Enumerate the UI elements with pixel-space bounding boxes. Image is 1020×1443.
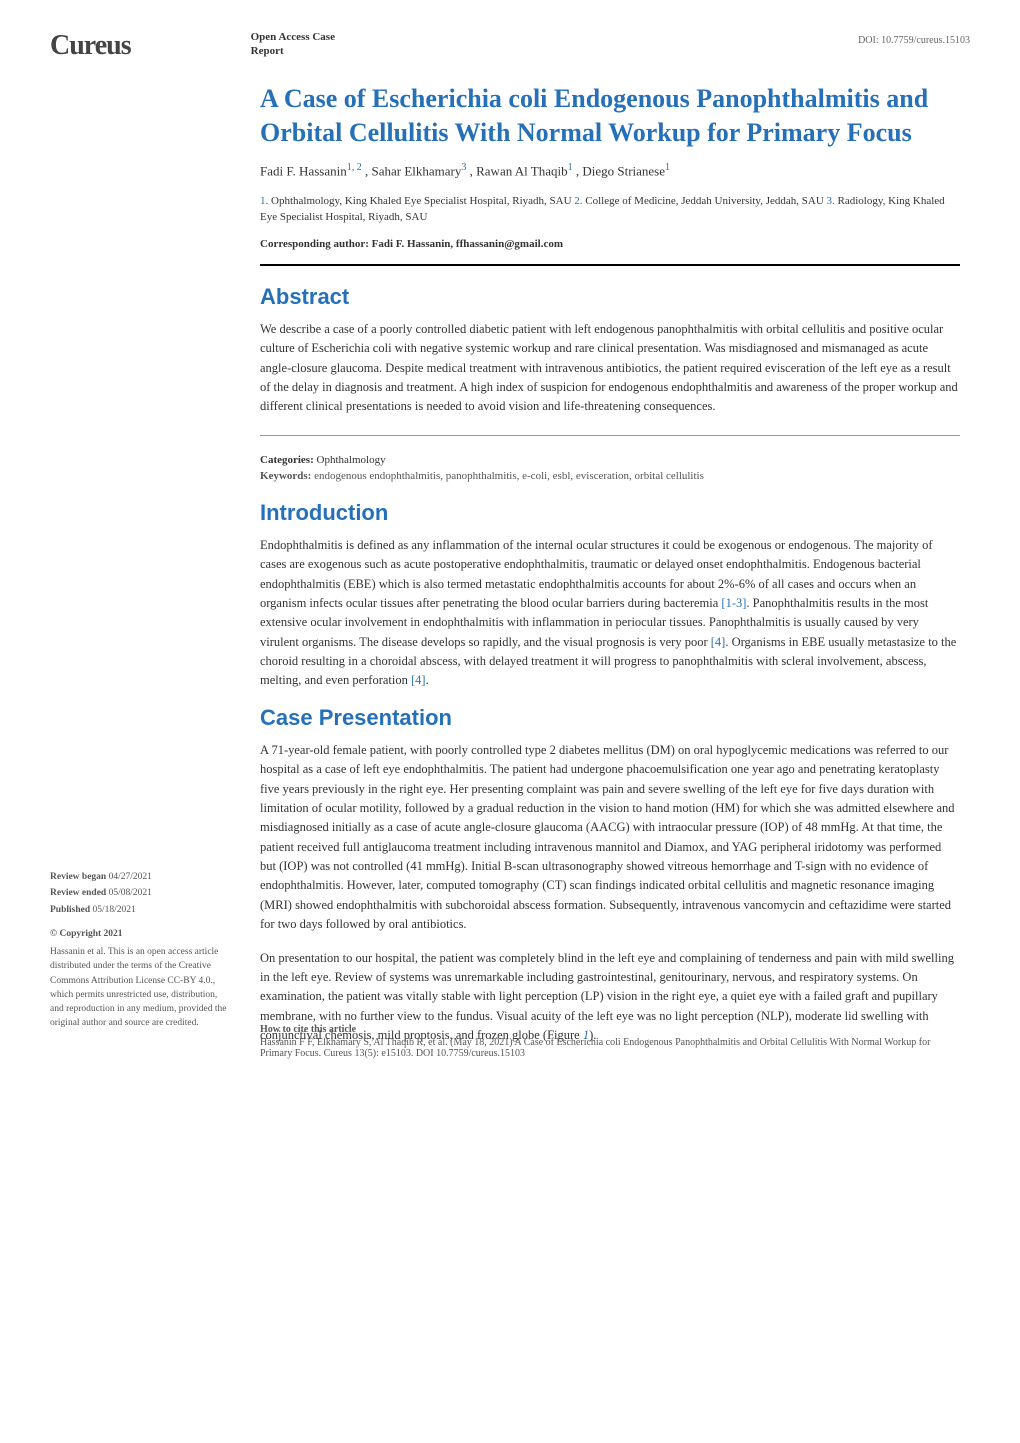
report-type-label: Open Access Case Report <box>251 30 335 59</box>
copyright-heading: © Copyright 2021 <box>50 927 230 941</box>
case-paragraph-1: A 71-year-old female patient, with poorl… <box>260 741 960 935</box>
aff-num-3: 3. <box>827 195 835 207</box>
intro-text-d: . <box>426 673 429 687</box>
author-1-sup: 1, 2 <box>347 162 362 173</box>
review-began-row: Review began 04/27/2021 <box>50 870 230 884</box>
affiliations: 1. Ophthalmology, King Khaled Eye Specia… <box>260 193 960 226</box>
journal-logo: Cureus <box>50 30 131 62</box>
article-meta-sidebar: Review began 04/27/2021 Review ended 05/… <box>50 870 230 1031</box>
footer-citation: Hassanin F F, Elkhamary S, Al Thaqib R, … <box>260 1037 960 1059</box>
doi-text: DOI: 10.7759/cureus.15103 <box>858 35 970 46</box>
author-1: Fadi F. Hassanin <box>260 163 347 178</box>
author-4-sup: 1 <box>665 162 670 173</box>
aff-text-1: Ophthalmology, King Khaled Eye Specialis… <box>268 195 574 207</box>
keywords-value: endogenous endophthalmitis, panophthalmi… <box>311 470 704 482</box>
categories-value: Ophthalmology <box>314 454 386 466</box>
reference-link-3[interactable]: [4] <box>411 673 426 687</box>
reference-link-2[interactable]: [4] <box>711 635 726 649</box>
review-began-date: 04/27/2021 <box>109 872 152 882</box>
corresponding-label: Corresponding author: Fadi F. Hassanin, … <box>260 238 563 250</box>
report-type-line2: Report <box>251 44 335 58</box>
footer-heading: How to cite this article <box>260 1024 960 1035</box>
divider-thin <box>260 435 960 436</box>
divider <box>260 264 960 266</box>
aff-num-2: 2. <box>574 195 582 207</box>
review-ended-row: Review ended 05/08/2021 <box>50 886 230 900</box>
review-ended-date: 05/08/2021 <box>109 888 152 898</box>
reference-link-1[interactable]: [1-3] <box>721 596 746 610</box>
aff-num-1: 1. <box>260 195 268 207</box>
abstract-text: We describe a case of a poorly controlle… <box>260 320 960 417</box>
categories-label: Categories: <box>260 454 314 466</box>
citation-footer: How to cite this article Hassanin F F, E… <box>260 1024 960 1059</box>
author-3-sup: 1 <box>568 162 573 173</box>
published-label: Published <box>50 905 93 915</box>
introduction-heading: Introduction <box>260 500 960 526</box>
report-type-line1: Open Access Case <box>251 30 335 44</box>
corresponding-author: Corresponding author: Fadi F. Hassanin, … <box>260 238 960 250</box>
introduction-paragraph: Endophthalmitis is defined as any inflam… <box>260 536 960 691</box>
categories-row: Categories: Ophthalmology <box>260 454 960 466</box>
keywords-label: Keywords: <box>260 470 311 482</box>
main-article: A Case of Escherichia coli Endogenous Pa… <box>260 82 960 1045</box>
aff-text-2: College of Medicine, Jeddah University, … <box>583 195 827 207</box>
author-list: Fadi F. Hassanin1, 2 , Sahar Elkhamary3 … <box>260 162 960 179</box>
author-4: Diego Strianese <box>582 163 665 178</box>
author-3: Rawan Al Thaqib <box>476 163 567 178</box>
abstract-heading: Abstract <box>260 284 960 310</box>
author-2-sup: 3 <box>461 162 466 173</box>
author-2: Sahar Elkhamary <box>371 163 461 178</box>
copyright-text: Hassanin et al. This is an open access a… <box>50 945 230 1031</box>
published-row: Published 05/18/2021 <box>50 903 230 917</box>
article-title: A Case of Escherichia coli Endogenous Pa… <box>260 82 960 150</box>
keywords-row: Keywords: endogenous endophthalmitis, pa… <box>260 470 960 482</box>
review-ended-label: Review ended <box>50 888 109 898</box>
published-date: 05/18/2021 <box>93 905 136 915</box>
case-heading: Case Presentation <box>260 705 960 731</box>
review-began-label: Review began <box>50 872 109 882</box>
